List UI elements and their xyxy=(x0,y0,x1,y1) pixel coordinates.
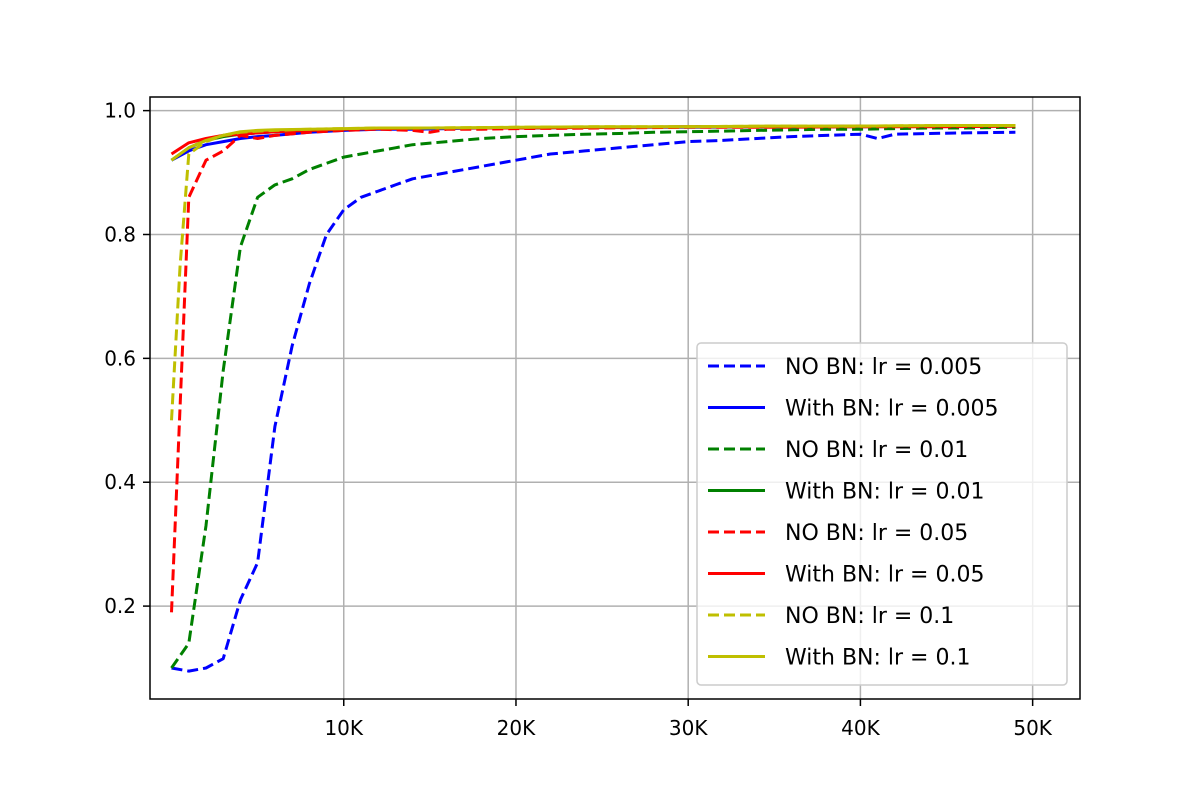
x-tick-label: 50K xyxy=(1013,716,1052,740)
plot-area-frame xyxy=(149,96,1081,700)
x-tick-label: 10K xyxy=(324,716,363,740)
legend-label: With BN: lr = 0.1 xyxy=(785,646,970,671)
y-tick-label: 0.2 xyxy=(104,594,136,618)
legend-box xyxy=(696,342,1068,686)
x-tick-label: 20K xyxy=(497,716,536,740)
legend-label: NO BN: lr = 0.1 xyxy=(785,604,954,629)
legend-label: With BN: lr = 0.005 xyxy=(785,397,998,422)
legend-label: NO BN: lr = 0.005 xyxy=(785,355,982,380)
legend-label: With BN: lr = 0.01 xyxy=(785,480,984,505)
series-line-no-bn-lr-0-05 xyxy=(170,124,1016,613)
y-tick-label: 1.0 xyxy=(104,99,136,123)
series-lines xyxy=(170,124,1016,673)
legend-label: NO BN: lr = 0.05 xyxy=(785,521,968,546)
x-tick-label: 40K xyxy=(841,716,880,740)
legend: NO BN: lr = 0.005 With BN: lr = 0.005 NO B… xyxy=(696,342,1068,686)
series-line-no-bn-lr-0-01 xyxy=(170,125,1016,669)
y-tick-label: 0.6 xyxy=(104,346,136,370)
axis-ticks: 10K 20K 30K 40K 50K 0.2 0.4 0.6 0.8 1.0 xyxy=(104,99,1053,740)
legend-label: With BN: lr = 0.05 xyxy=(785,563,984,588)
series-line-with-bn-lr-0-1 xyxy=(170,124,1016,162)
series-line-no-bn-lr-0-005 xyxy=(171,130,1016,673)
y-tick-label: 0.4 xyxy=(104,470,136,494)
y-tick-label: 0.8 xyxy=(104,222,136,246)
x-tick-label: 30K xyxy=(669,716,708,740)
legend-label: NO BN: lr = 0.01 xyxy=(785,438,968,463)
